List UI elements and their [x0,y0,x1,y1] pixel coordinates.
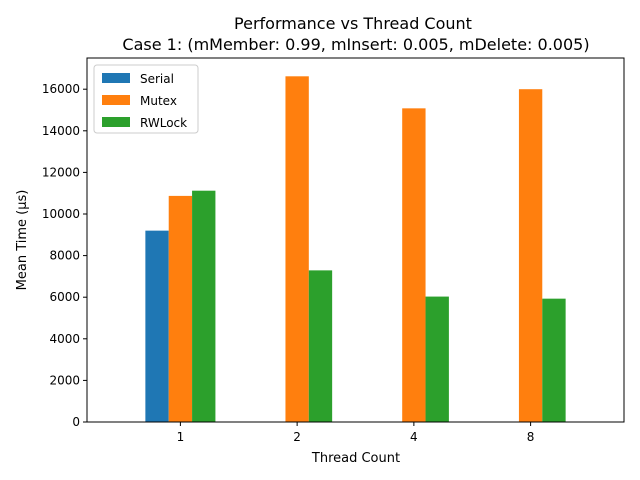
bar-rwlock-1 [192,190,216,422]
x-tick-label: 4 [410,430,418,444]
x-tick-label: 1 [177,430,185,444]
bar-mutex-2 [285,76,309,423]
y-tick-label: 0 [72,415,80,429]
y-tick-label: 2000 [49,373,80,387]
chart-title: Performance vs Thread Count [234,14,472,33]
y-tick-label: 10000 [42,207,80,221]
bar-rwlock-8 [542,298,566,422]
x-axis-label: Thread Count [311,451,400,466]
legend-swatch-serial [102,73,130,83]
y-axis-ticks: 0 2000 4000 6000 8000 10000 12000 14000 16000 [42,82,87,429]
bar-rwlock-4 [425,296,449,422]
y-tick-label: 14000 [42,124,80,138]
legend-swatch-mutex [102,95,130,105]
y-tick-label: 8000 [49,249,80,263]
plot-area-frame [86,57,625,423]
bar-serial-1 [145,230,169,422]
y-tick-label: 12000 [42,165,80,179]
x-tick-label: 8 [527,430,535,444]
bar-mutex-4 [402,108,426,422]
legend-swatch-rwlock [102,117,130,127]
y-tick-label: 4000 [49,332,80,346]
x-axis-ticks: 1 2 4 8 [177,422,535,444]
bar-rwlock-2 [308,270,333,422]
y-tick-label: 16000 [42,82,80,96]
legend-label-mutex: Mutex [140,94,177,108]
legend-label-rwlock: RWLock [140,116,187,130]
legend-label-serial: Serial [140,72,174,86]
chart-subtitle: Case 1: (mMember: 0.99, mInsert: 0.005, … [122,35,589,54]
bars-layer [145,76,566,423]
bar-mutex-1 [168,195,193,422]
legend: Serial Mutex RWLock [93,64,199,134]
y-axis-label: Mean Time (µs) [15,190,30,291]
y-tick-label: 6000 [49,290,80,304]
bar-mutex-8 [518,89,543,422]
x-tick-label: 2 [293,430,301,444]
